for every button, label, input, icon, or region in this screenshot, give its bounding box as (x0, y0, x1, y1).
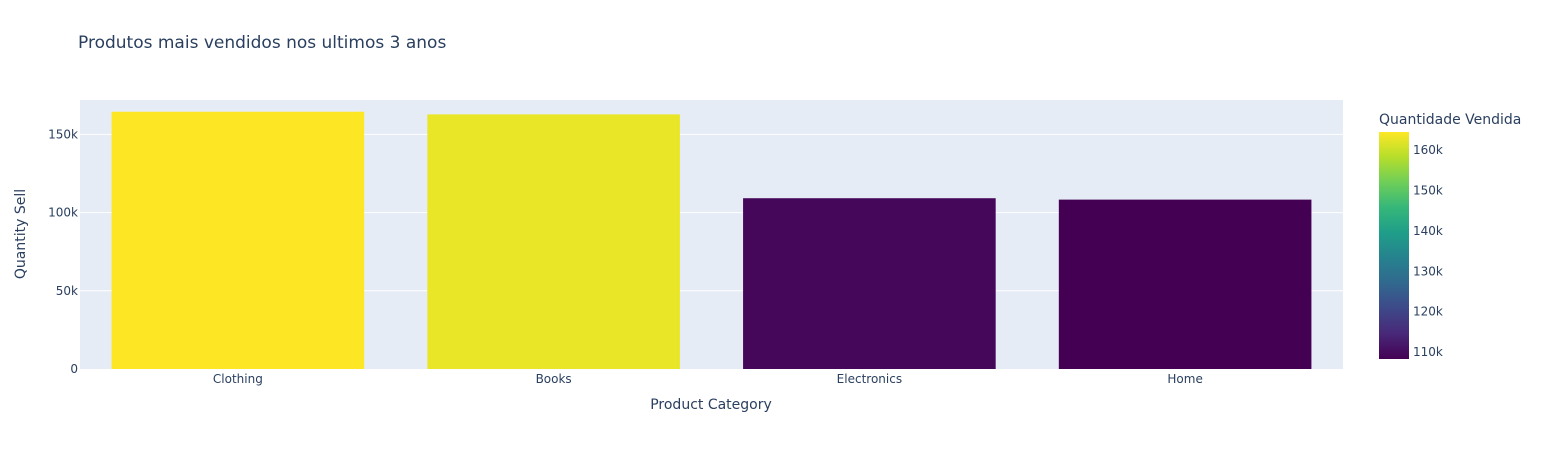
x-tick-labels: Clothing Books Electronics Home (213, 372, 1203, 386)
x-tick-label: Home (1167, 372, 1202, 386)
bar-clothing (111, 111, 365, 370)
chart-title: Produtos mais vendidos nos ultimos 3 ano… (78, 33, 447, 53)
colorbar-gradient (1379, 132, 1409, 359)
bars (111, 111, 1312, 370)
colorbar-tick-label: 120k (1413, 305, 1443, 319)
colorbar-tick-labels: 110k 120k 130k 140k 150k 160k (1413, 143, 1443, 359)
y-axis-label: Quantity Sell (13, 189, 29, 279)
colorbar-tick-label: 110k (1413, 345, 1443, 359)
x-axis-label: Product Category (650, 397, 772, 413)
colorbar-tick-label: 140k (1413, 224, 1443, 238)
x-tick-label: Clothing (213, 372, 263, 386)
x-tick-label: Books (536, 372, 572, 386)
y-tick-label: 100k (48, 206, 78, 220)
x-tick-label: Electronics (837, 372, 902, 386)
y-tick-label: 150k (48, 127, 78, 141)
colorbar-title: Quantidade Vendida (1379, 112, 1521, 128)
colorbar-tick-label: 150k (1413, 184, 1443, 198)
colorbar-tick-label: 160k (1413, 143, 1443, 157)
y-tick-labels: 0 50k 100k 150k (48, 127, 78, 376)
colorbar: Quantidade Vendida 110k120k130k140k150k1… (1379, 112, 1521, 359)
bar-electronics (743, 198, 996, 369)
bar-books (427, 114, 680, 370)
colorbar-tick-label: 130k (1413, 264, 1443, 278)
bar-home (1058, 199, 1312, 369)
y-tick-label: 0 (70, 362, 78, 376)
y-tick-label: 50k (56, 284, 78, 298)
